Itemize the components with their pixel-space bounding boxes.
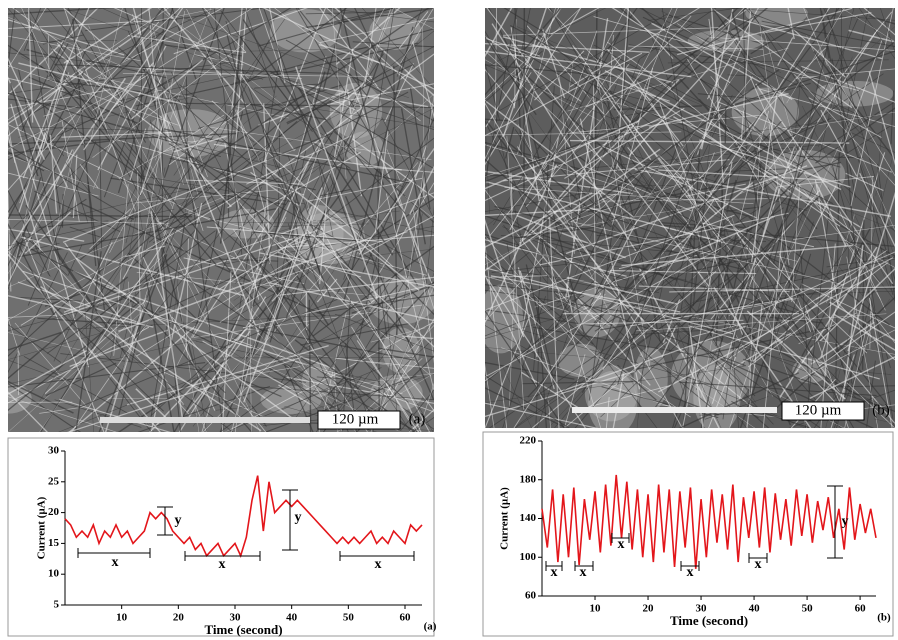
x-tick-label: 10 bbox=[116, 612, 128, 624]
y-axis-label: Current (µA) bbox=[499, 487, 511, 550]
x-tick-label: 50 bbox=[343, 612, 355, 624]
x-tick-label: 20 bbox=[173, 612, 185, 624]
y-tick-label: 100 bbox=[520, 551, 537, 563]
x-tick-label: 60 bbox=[855, 603, 867, 615]
chart-frame bbox=[483, 432, 893, 636]
annotation: x bbox=[580, 565, 587, 580]
y-tick-label: 15 bbox=[48, 537, 60, 549]
annotation: x bbox=[687, 565, 694, 580]
x-tick-label: 10 bbox=[590, 603, 602, 615]
fiber bbox=[851, 341, 852, 383]
figure: 120 µm (a) 120 µm (b) 510152025301020304… bbox=[0, 0, 898, 640]
annotation: x bbox=[219, 557, 226, 572]
y-tick-label: 180 bbox=[520, 473, 537, 485]
y-tick-label: 25 bbox=[48, 475, 60, 487]
y-tick-label: 20 bbox=[48, 506, 60, 518]
y-tick-label: 5 bbox=[54, 599, 60, 611]
y-tick-label: 60 bbox=[525, 590, 537, 602]
annotation: x bbox=[618, 537, 625, 552]
panel-label: (b) bbox=[877, 612, 891, 624]
annotation: y bbox=[842, 514, 849, 529]
y-tick-label: 30 bbox=[48, 445, 60, 457]
annotation: x bbox=[375, 557, 382, 572]
y-tick-label: 10 bbox=[48, 568, 60, 580]
fiber bbox=[725, 108, 726, 144]
annotation: y bbox=[175, 513, 182, 528]
x-tick-label: 20 bbox=[643, 603, 655, 615]
scale-label: 120 µm bbox=[795, 402, 842, 418]
x-axis-label: Time (second) bbox=[204, 622, 282, 637]
scale-label: 120 µm bbox=[332, 411, 379, 427]
panel-label: (a) bbox=[409, 411, 426, 427]
panel-label: (b) bbox=[872, 402, 890, 418]
y-tick-label: 140 bbox=[520, 512, 537, 524]
x-tick-label: 40 bbox=[286, 612, 298, 624]
scale-bar bbox=[100, 417, 310, 423]
x-tick-label: 50 bbox=[802, 603, 814, 615]
annotation: y bbox=[295, 510, 302, 525]
annotation: x bbox=[755, 557, 762, 572]
annotation: x bbox=[112, 555, 119, 570]
y-tick-label: 220 bbox=[520, 435, 537, 447]
bright-patch bbox=[261, 386, 322, 414]
chart-frame bbox=[8, 438, 434, 636]
x-tick-label: 40 bbox=[749, 603, 761, 615]
panel-label: (a) bbox=[424, 621, 437, 633]
scale-bar bbox=[572, 407, 777, 413]
y-axis-label: Current (µA) bbox=[36, 496, 48, 559]
x-tick-label: 60 bbox=[400, 612, 412, 624]
annotation: x bbox=[551, 565, 558, 580]
x-axis-label: Time (second) bbox=[670, 613, 748, 628]
